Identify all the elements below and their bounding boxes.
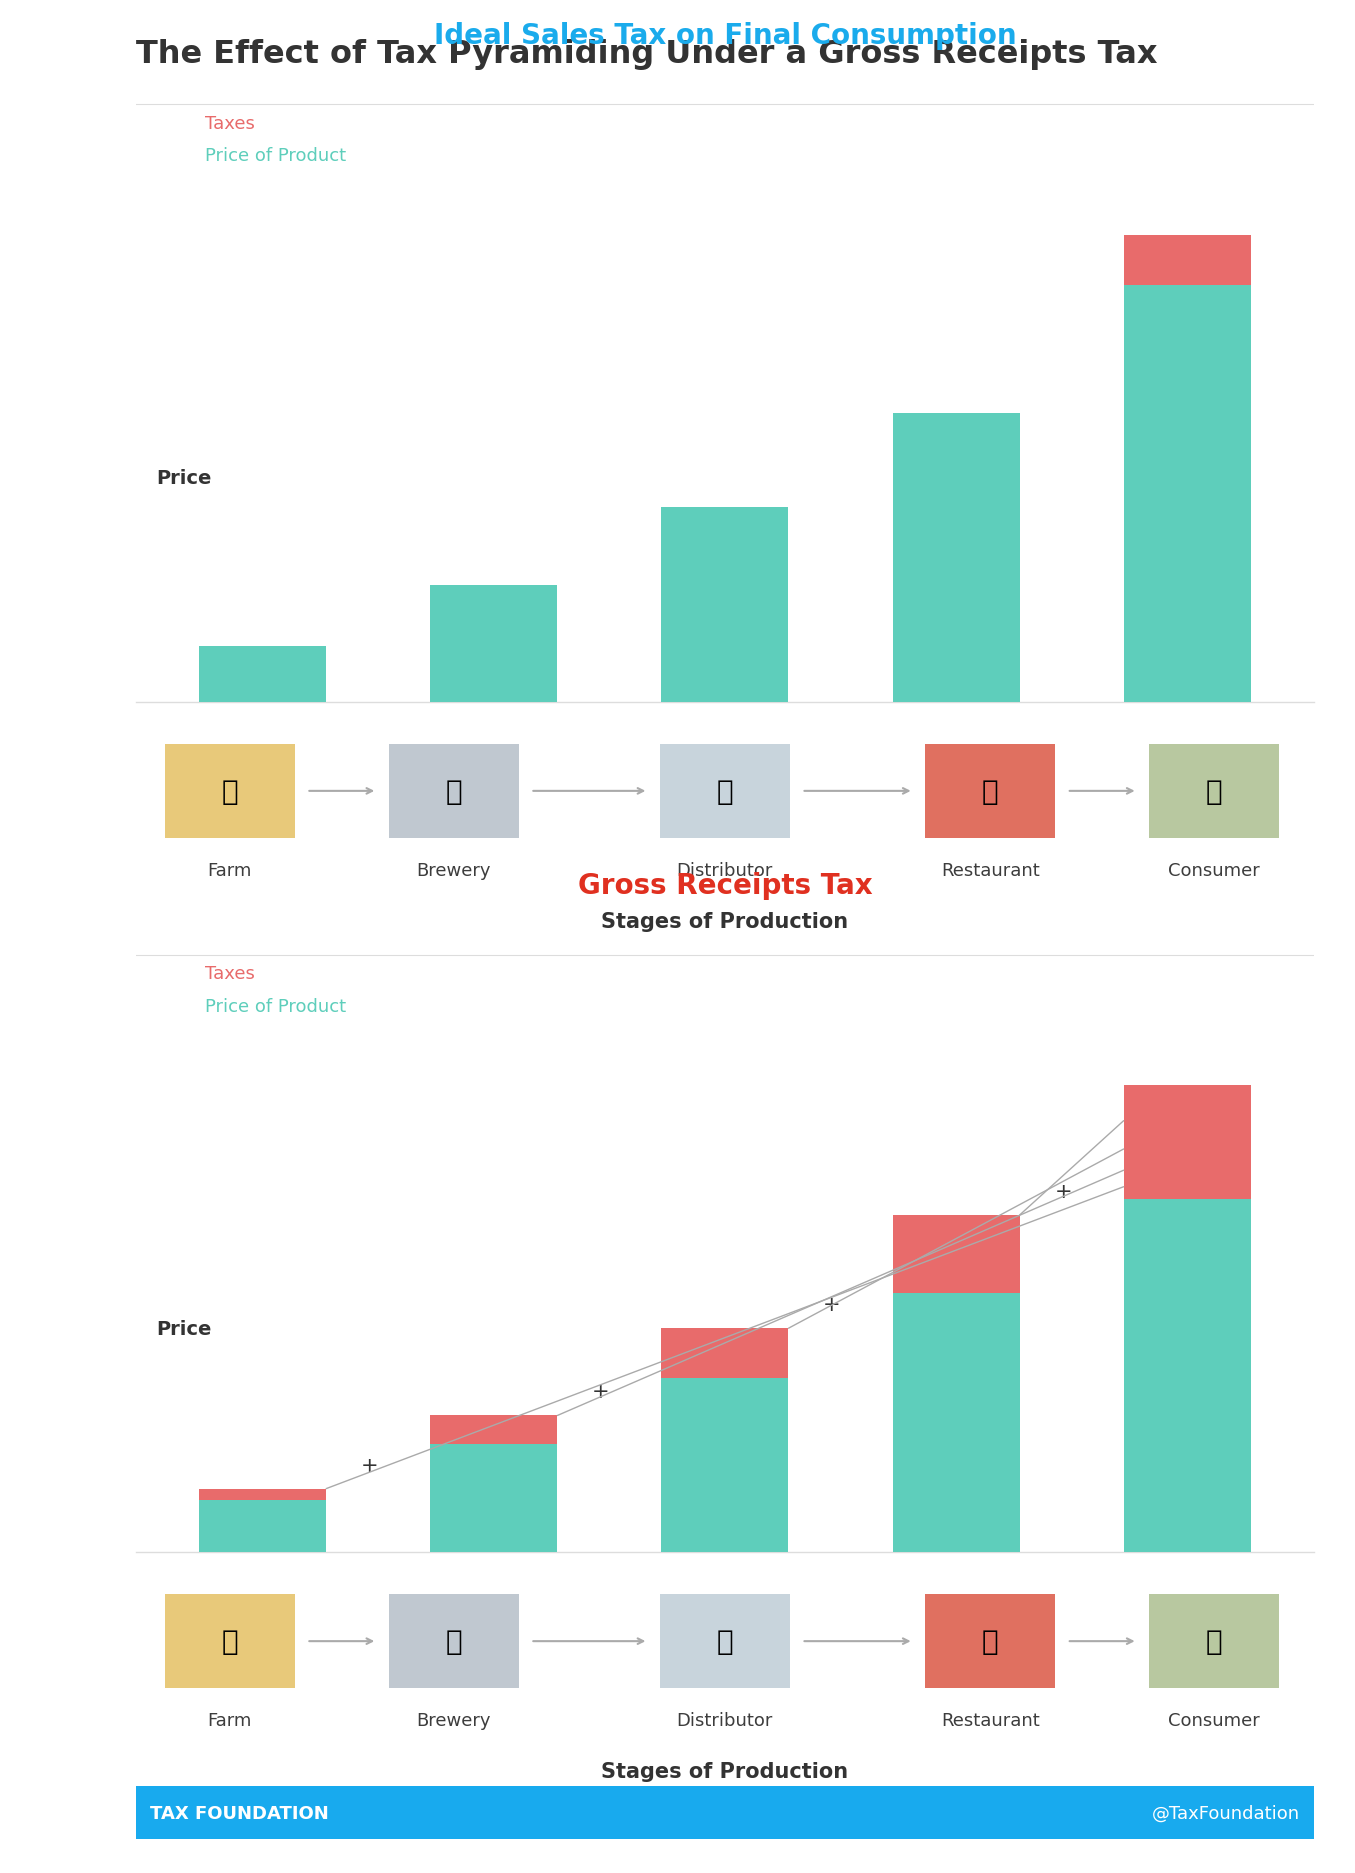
Bar	[1123, 236, 1251, 287]
Bar	[660, 1594, 790, 1688]
Text: Farm: Farm	[207, 862, 252, 880]
Text: +: +	[592, 1382, 610, 1401]
Text: Ideal Sales Tax on Final Consumption: Ideal Sales Tax on Final Consumption	[434, 22, 1016, 49]
Text: Restaurant: Restaurant	[940, 862, 1039, 880]
Text: 🍺: 🍺	[446, 1628, 462, 1656]
Text: 🧑: 🧑	[1206, 777, 1222, 805]
Bar	[430, 586, 557, 702]
Text: Brewery: Brewery	[416, 862, 491, 880]
Bar	[893, 414, 1020, 702]
Bar	[893, 1281, 1020, 1292]
Text: Price of Product: Price of Product	[205, 996, 346, 1015]
Text: Price: Price	[156, 1319, 211, 1337]
Bar	[1149, 745, 1279, 839]
Text: Price: Price	[156, 468, 211, 489]
Bar	[1123, 1199, 1251, 1553]
Text: Farm: Farm	[207, 1712, 252, 1729]
Bar	[1123, 1187, 1251, 1199]
Text: Brewery: Brewery	[416, 1712, 491, 1729]
Text: Distributor: Distributor	[676, 862, 774, 880]
Text: Stages of Production: Stages of Production	[602, 1761, 848, 1781]
Bar	[925, 1594, 1056, 1688]
Bar	[1123, 1122, 1251, 1150]
Text: 🍽: 🍽	[982, 777, 999, 805]
Text: Price of Product: Price of Product	[205, 148, 346, 165]
Bar	[430, 1433, 557, 1444]
Bar	[430, 1444, 557, 1553]
Bar	[661, 508, 789, 702]
Text: 🍽: 🍽	[982, 1628, 999, 1656]
Bar	[199, 646, 327, 702]
Text: 🧑: 🧑	[1206, 1628, 1222, 1656]
Text: +: +	[360, 1455, 378, 1474]
Bar	[893, 1292, 1020, 1553]
Text: +: +	[1054, 1182, 1072, 1201]
Bar	[389, 1594, 519, 1688]
Text: 🚛: 🚛	[717, 1628, 733, 1656]
Text: TAX FOUNDATION: TAX FOUNDATION	[149, 1804, 328, 1822]
Text: Gross Receipts Tax: Gross Receipts Tax	[577, 871, 873, 899]
Bar	[893, 1244, 1020, 1264]
Bar	[389, 745, 519, 839]
Text: +: +	[824, 1294, 841, 1315]
Bar	[165, 1594, 294, 1688]
Bar	[1149, 1594, 1279, 1688]
Text: Consumer: Consumer	[1168, 1712, 1260, 1729]
Bar	[199, 1500, 327, 1553]
Bar	[925, 745, 1056, 839]
Text: 🍺: 🍺	[446, 777, 462, 805]
Text: The Effect of Tax Pyramiding Under a Gross Receipts Tax: The Effect of Tax Pyramiding Under a Gro…	[136, 39, 1157, 69]
Bar	[1123, 1150, 1251, 1171]
Text: Restaurant: Restaurant	[940, 1712, 1039, 1729]
Text: Distributor: Distributor	[676, 1712, 774, 1729]
Bar	[660, 745, 790, 839]
Bar	[661, 1365, 789, 1379]
Bar	[661, 1379, 789, 1553]
Bar	[893, 1216, 1020, 1244]
Bar	[1123, 1086, 1251, 1122]
Text: 🚛: 🚛	[717, 777, 733, 805]
Text: Consumer: Consumer	[1168, 862, 1260, 880]
Text: 🌾: 🌾	[221, 1628, 238, 1656]
Text: Stages of Production: Stages of Production	[602, 912, 848, 931]
Text: 🌾: 🌾	[221, 777, 238, 805]
Bar	[661, 1350, 789, 1365]
Text: Taxes: Taxes	[205, 114, 255, 133]
Bar	[165, 745, 294, 839]
Bar	[893, 1264, 1020, 1281]
Bar	[1123, 1171, 1251, 1187]
Text: @TaxFoundation: @TaxFoundation	[1152, 1804, 1301, 1822]
Bar	[199, 1489, 327, 1500]
Text: Taxes: Taxes	[205, 965, 255, 981]
Bar	[430, 1416, 557, 1433]
Bar	[1123, 287, 1251, 702]
Bar	[661, 1328, 789, 1350]
